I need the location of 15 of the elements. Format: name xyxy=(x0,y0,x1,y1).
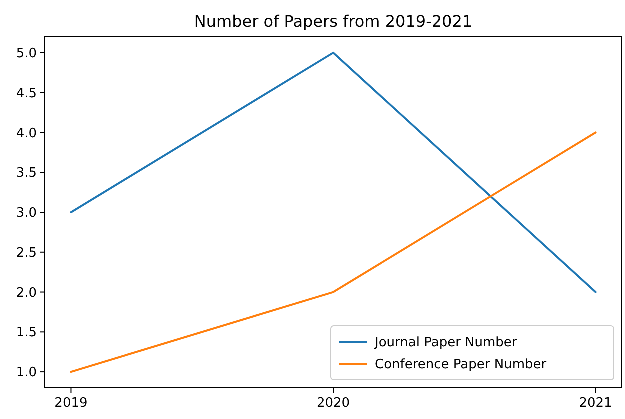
y-tick-label: 4.0 xyxy=(16,126,37,142)
x-tick-label: 2019 xyxy=(54,396,88,411)
legend-label: Journal Paper Number xyxy=(374,336,518,351)
y-tick-label: 2.5 xyxy=(16,246,37,261)
chart-title: Number of Papers from 2019-2021 xyxy=(194,12,473,31)
x-tick-label: 2020 xyxy=(316,396,350,411)
y-tick-label: 3.0 xyxy=(16,206,37,222)
y-tick-label: 5.0 xyxy=(16,46,37,62)
x-tick-label: 2021 xyxy=(579,396,612,411)
y-tick-label: 1.0 xyxy=(16,366,37,381)
y-tick-label: 1.5 xyxy=(16,326,37,341)
y-tick-label: 4.5 xyxy=(16,86,37,102)
legend-label: Conference Paper Number xyxy=(375,358,548,373)
y-tick-label: 3.5 xyxy=(16,166,37,182)
y-tick-label: 2.0 xyxy=(16,286,37,301)
